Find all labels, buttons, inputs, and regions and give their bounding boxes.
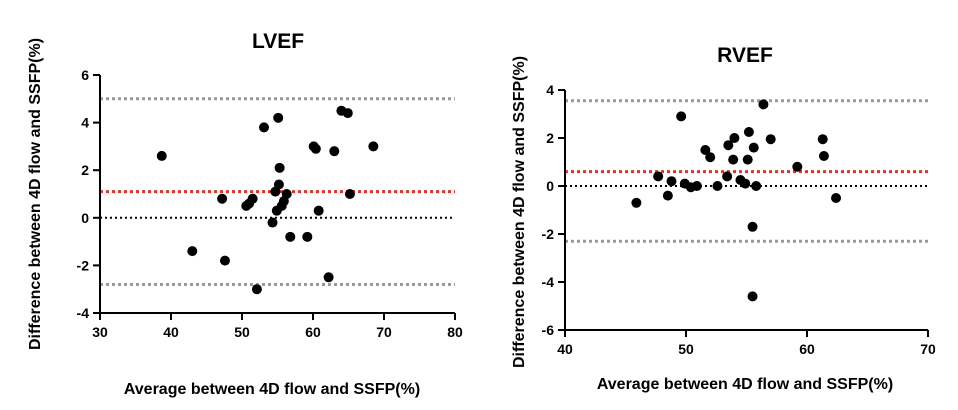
- rvef-y-tick-label: 2: [546, 130, 554, 146]
- lvef-data-point: [281, 189, 292, 199]
- rvef-data-point: [818, 151, 829, 161]
- lvef-data-point: [329, 146, 340, 157]
- rvef-data-point: [653, 171, 664, 182]
- lvef-chart: LVEF 30 40 50 60 70 80 -4 -2 0 2 4 6 Average between …: [27, 30, 463, 398]
- rvef-data-point: [728, 154, 739, 165]
- rvef-data-point: [758, 99, 769, 110]
- rvef-data-point: [705, 152, 716, 163]
- rvef-data-point: [747, 291, 758, 302]
- lvef-y-axis-label: Difference between 4D flow and SSFP(%): [27, 38, 44, 350]
- lvef-y-tick-label: 0: [81, 210, 89, 226]
- rvef-x-tick-label: 70: [920, 341, 936, 357]
- rvef-x-tick-label: 50: [678, 341, 694, 357]
- rvef-data-point: [666, 176, 677, 187]
- lvef-y-tick-label: 6: [81, 67, 89, 83]
- rvef-y-tick-label: 4: [546, 82, 554, 98]
- lvef-data-point: [342, 108, 353, 119]
- lvef-y-tick-label: -4: [77, 305, 90, 321]
- rvef-x-tick-label: 40: [557, 341, 573, 357]
- lvef-x-tick-label: 30: [92, 324, 108, 340]
- lvef-x-axis-label: Average between 4D flow and SSFP(%): [124, 381, 420, 398]
- rvef-data-point: [691, 181, 702, 191]
- rvef-data-point: [712, 181, 723, 191]
- rvef-data-point: [662, 190, 673, 201]
- rvef-data-point: [742, 154, 753, 165]
- lvef-data-point: [247, 193, 258, 204]
- rvef-data-point: [747, 221, 758, 232]
- lvef-data-point: [217, 193, 228, 204]
- lvef-x-tick-label: 80: [447, 324, 463, 340]
- lvef-y-tick-label: 2: [81, 162, 89, 178]
- rvef-y-tick-label: -6: [542, 322, 555, 338]
- rvef-data-point: [740, 178, 751, 189]
- rvef-x-axis-label: Average between 4D flow and SSFP(%): [597, 376, 893, 393]
- rvef-data-point: [723, 140, 734, 151]
- lvef-data-point: [302, 231, 313, 242]
- rvef-data-point: [765, 134, 776, 145]
- lvef-data-point: [273, 179, 284, 190]
- rvef-y-tick-label: -2: [542, 226, 555, 242]
- lvef-data-point: [273, 112, 284, 123]
- rvef-data-point: [831, 193, 842, 203]
- rvef-y-axis-label: Difference between 4D flow and SSFP(%): [511, 56, 528, 368]
- rvef-y-tick-label: 0: [546, 178, 554, 194]
- rvef-data-point: [722, 171, 733, 182]
- lvef-data-point: [285, 231, 296, 242]
- lvef-x-tick-label: 40: [163, 324, 179, 340]
- lvef-title: LVEF: [252, 30, 304, 53]
- lvef-data-point: [274, 162, 285, 173]
- lvef-data-point: [156, 150, 167, 161]
- rvef-data-point: [792, 161, 803, 172]
- lvef-y-tick-label: -2: [77, 257, 90, 273]
- lvef-data-point: [251, 284, 262, 295]
- rvef-data-point: [631, 197, 642, 208]
- lvef-x-tick-label: 60: [305, 324, 321, 340]
- lvef-data-point: [323, 272, 334, 283]
- rvef-data-point: [676, 111, 687, 122]
- rvef-data-point: [748, 142, 759, 153]
- lvef-x-tick-label: 50: [234, 324, 250, 340]
- rvef-x-tick-label: 60: [799, 341, 815, 357]
- lvef-data-point: [368, 141, 379, 152]
- rvef-chart: RVEF 40 50 60 70 -6 -4 -2 0 2 4 Average between 4D …: [511, 44, 936, 393]
- rvef-data-point: [700, 145, 711, 155]
- rvef-data-point: [751, 181, 762, 191]
- lvef-data-point: [219, 255, 230, 266]
- rvef-y-tick-label: -4: [542, 274, 555, 290]
- lvef-data-point: [259, 122, 270, 133]
- lvef-data-point: [344, 189, 355, 199]
- rvef-title: RVEF: [717, 44, 773, 67]
- lvef-data-point: [267, 217, 278, 228]
- lvef-data-point: [187, 246, 198, 257]
- rvef-data-point: [729, 133, 740, 143]
- lvef-y-tick-label: 4: [81, 115, 89, 131]
- lvef-data-point: [313, 205, 324, 216]
- rvef-data-point: [817, 134, 828, 145]
- rvef-data-point: [743, 127, 754, 137]
- lvef-data-point: [310, 143, 321, 154]
- lvef-x-tick-label: 70: [376, 324, 392, 340]
